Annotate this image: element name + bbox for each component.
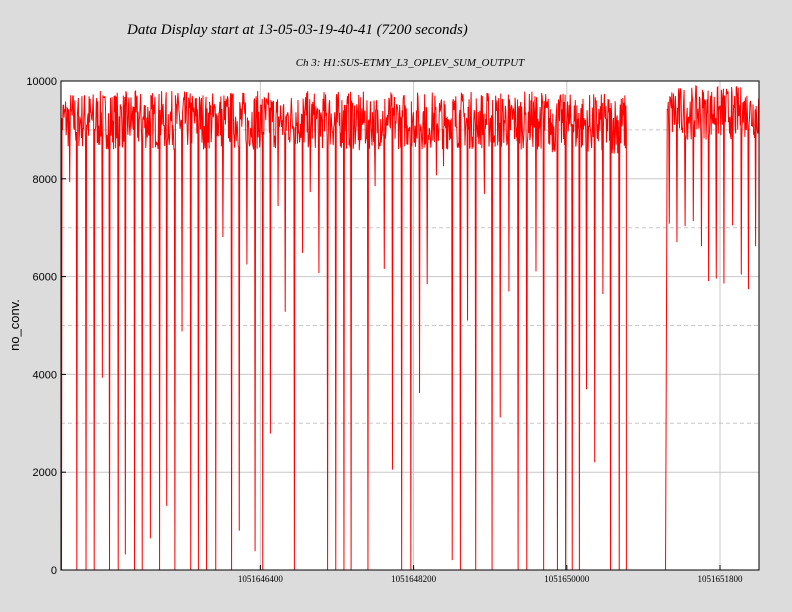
y-tick-label: 0: [51, 565, 57, 577]
plot-frame: [60, 80, 760, 571]
grid-lines: [61, 81, 759, 570]
chart-subtitle: Ch 3: H1:SUS-ETMY_L3_OPLEV_SUM_OUTPUT: [296, 57, 525, 69]
y-tick-label: 2000: [33, 467, 57, 479]
y-tick-label: 4000: [33, 369, 57, 381]
data-series: [60, 84, 760, 571]
y-axis: 0 2000 4000 6000 8000 10000: [26, 76, 66, 577]
y-tick-label: 10000: [26, 76, 57, 88]
y-axis-label: no_conv.: [7, 299, 22, 351]
series-line: [60, 84, 760, 571]
x-tick-label: 1051650000: [544, 574, 590, 584]
x-tick-label: 1051648200: [391, 574, 437, 584]
x-axis: 1051646400 1051648200 1051650000 1051651800: [238, 565, 743, 584]
y-tick-label: 8000: [33, 174, 57, 186]
x-tick-label: 1051651800: [698, 574, 744, 584]
page-title: Data Display start at 13-05-03-19-40-41 …: [127, 22, 468, 38]
y-tick-label: 6000: [33, 272, 57, 284]
x-tick-label: 1051646400: [238, 574, 284, 584]
